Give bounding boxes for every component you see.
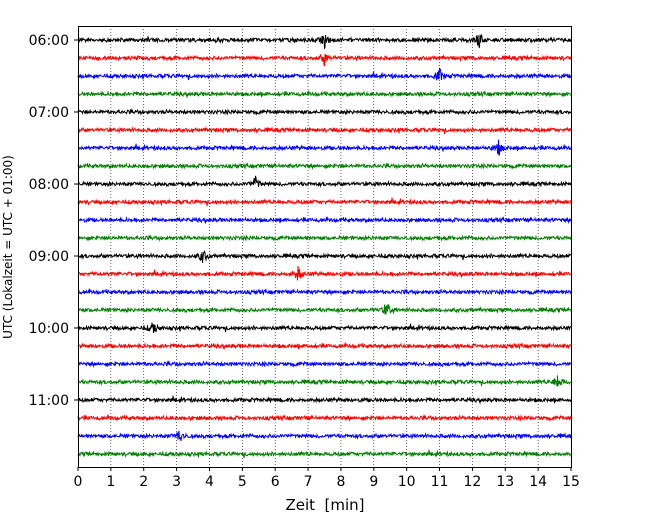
seismic-trace-0900	[77, 250, 572, 263]
seismic-trace-1000	[77, 322, 572, 334]
seismic-trace-0930	[77, 288, 572, 296]
seismic-trace-0600	[77, 33, 572, 50]
seismic-trace-0815	[77, 197, 572, 207]
x-tick-label: 9	[369, 474, 378, 490]
x-tick-label: 5	[238, 474, 247, 490]
y-axis-ticks: 06:00 07:00 08:00 09:00 10:00 11:00	[29, 33, 78, 409]
seismic-trace-1100	[77, 395, 572, 405]
seismic-trace-0830	[77, 216, 572, 225]
x-tick-label: 1	[106, 474, 115, 490]
y-tick-label: 11:00	[29, 393, 69, 409]
seismic-trace-1115	[77, 414, 572, 422]
seismic-trace-0945	[77, 303, 572, 315]
seismic-traces	[77, 33, 572, 459]
x-tick-label: 11	[431, 474, 449, 490]
seismic-trace-0615	[77, 53, 572, 67]
x-tick-label: 13	[496, 474, 514, 490]
y-tick-label: 06:00	[29, 33, 69, 49]
x-tick-label: 6	[271, 474, 280, 490]
x-tick-label: 4	[205, 474, 214, 490]
seismic-trace-1145	[77, 449, 572, 459]
x-tick-label: 15	[562, 474, 580, 490]
x-tick-label: 7	[304, 474, 313, 490]
seismic-trace-0915	[78, 265, 572, 281]
x-tick-label: 12	[463, 474, 481, 490]
seismic-trace-1015	[77, 342, 572, 351]
y-tick-label: 07:00	[29, 105, 69, 121]
seismic-trace-0800	[77, 175, 572, 188]
x-tick-label: 10	[398, 474, 416, 490]
seismic-trace-1030	[78, 360, 572, 368]
x-tick-label: 3	[172, 474, 181, 490]
y-tick-label: 08:00	[29, 177, 69, 193]
x-tick-label: 8	[336, 474, 345, 490]
seismic-trace-0630	[77, 67, 572, 81]
seismic-trace-0730	[77, 139, 572, 156]
seismic-trace-0715	[77, 126, 572, 135]
x-axis-ticks: 0 1 2 3 4 5 6 7 8 9 10 11 12 13 14 15	[74, 467, 580, 490]
y-tick-label: 10:00	[29, 321, 69, 337]
x-axis-label: Zeit [min]	[285, 496, 364, 514]
y-axis-label: UTC (Lokalzeit = UTC + 01:00)	[1, 155, 15, 339]
seismic-trace-0645	[77, 90, 572, 99]
x-tick-label: 2	[139, 474, 148, 490]
y-tick-label: 09:00	[29, 249, 69, 265]
plot-frame	[78, 26, 572, 468]
seismic-trace-1130	[77, 430, 572, 442]
seismic-trace-0700	[77, 108, 572, 116]
seismic-trace-0745	[77, 162, 572, 170]
seismic-trace-0845	[77, 234, 572, 242]
x-tick-label: 14	[529, 474, 547, 490]
seismic-trace-1045	[77, 375, 572, 387]
x-tick-label: 0	[74, 474, 83, 490]
